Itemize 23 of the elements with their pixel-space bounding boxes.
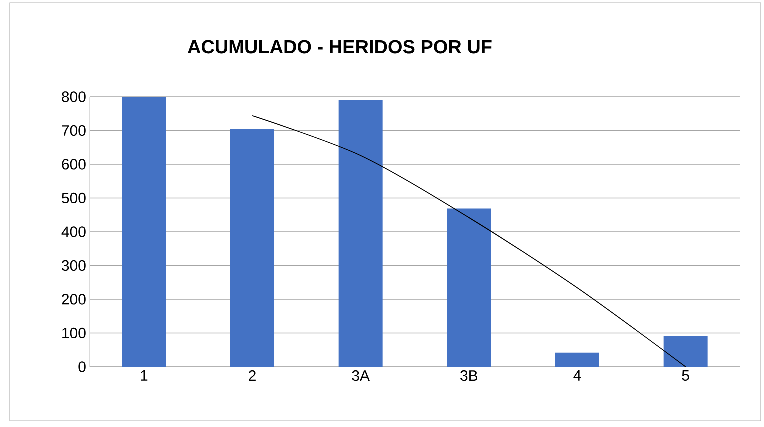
chart-title: ACUMULADO - HERIDOS POR UF (188, 40, 492, 54)
y-tick-label: 600 (62, 159, 86, 170)
bar (122, 97, 166, 367)
bar (556, 352, 600, 367)
x-tick-label: 1 (141, 370, 148, 381)
x-tick-label: 5 (682, 370, 690, 381)
x-tick-label: 3A (352, 370, 370, 382)
x-tick-label: 3B (460, 370, 478, 382)
y-tick-label: 200 (62, 294, 86, 305)
y-tick-label: 300 (62, 260, 86, 272)
y-tick-label: 100 (62, 328, 86, 339)
y-tick-label: 800 (62, 92, 86, 102)
line-series (252, 115, 686, 368)
x-tick-label: 4 (574, 370, 582, 381)
x-tick-label: 2 (249, 370, 256, 381)
y-tick-label: 500 (62, 192, 86, 204)
bar (447, 208, 492, 367)
bar (230, 129, 275, 367)
y-tick-label: 400 (62, 226, 86, 238)
y-tick-label: 0 (78, 362, 86, 372)
bar (664, 336, 708, 367)
y-tick-label: 700 (62, 125, 86, 136)
bar (338, 100, 383, 367)
